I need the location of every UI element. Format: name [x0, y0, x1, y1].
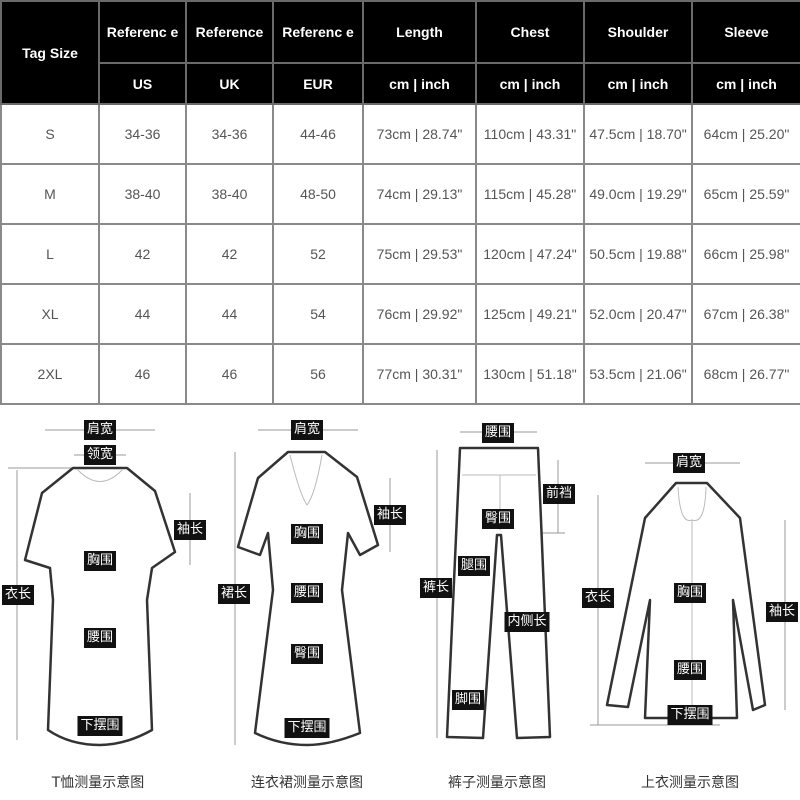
- label-tshirt-neck: 领宽: [83, 445, 117, 465]
- label-dress-shoulder: 肩宽: [290, 420, 324, 440]
- label-tshirt-sleeve: 袖长: [173, 520, 207, 540]
- caption-pants: 裤子测量示意图: [448, 775, 546, 791]
- cell-uk: 44: [185, 283, 274, 345]
- cell-shoulder: 53.5cm | 21.06": [583, 343, 693, 405]
- label-shirt-hem: 下摆围: [667, 705, 713, 725]
- table-row: XL 44 44 54 76cm | 29.92" 125cm | 49.21" 52.0c…: [0, 283, 800, 345]
- label-dress-sleeve: 袖长: [373, 505, 407, 525]
- cell-uk: 46: [185, 343, 274, 405]
- cell-size: M: [0, 163, 100, 225]
- label-shirt-chest: 胸围: [673, 583, 707, 603]
- header-length: Length: [362, 0, 477, 64]
- pants-outline: [445, 446, 552, 740]
- caption-shirt: 上衣测量示意图: [641, 775, 739, 791]
- label-shirt-waist: 腰围: [673, 660, 707, 680]
- cell-eur: 56: [272, 343, 364, 405]
- cell-uk: 38-40: [185, 163, 274, 225]
- header-reference-us: Referenc e: [98, 0, 187, 64]
- label-shirt-shoulder: 肩宽: [672, 453, 706, 473]
- header-reference-eur: Referenc e: [272, 0, 364, 64]
- cell-us: 38-40: [98, 163, 187, 225]
- label-pants-thigh: 腿围: [457, 556, 491, 576]
- cell-shoulder: 50.5cm | 19.88": [583, 223, 693, 285]
- label-dress-chest: 胸围: [290, 524, 324, 544]
- cell-sleeve: 67cm | 26.38": [691, 283, 800, 345]
- cell-size: L: [0, 223, 100, 285]
- unit-eur: EUR: [272, 62, 364, 105]
- measurement-diagrams: 肩宽 领宽 袖长 胸围 衣长 腰围 下摆围 T恤测量示意图 肩宽 袖长 胸围 裙…: [0, 415, 800, 800]
- unit-uk: UK: [185, 62, 274, 105]
- table-row: M 38-40 38-40 48-50 74cm | 29.13" 115cm | 45.…: [0, 163, 800, 225]
- label-pants-leg-opening: 脚围: [451, 690, 485, 710]
- unit-shoulder: cm | inch: [583, 62, 693, 105]
- cell-us: 46: [98, 343, 187, 405]
- cell-eur: 44-46: [272, 103, 364, 165]
- header-units-row: US UK EUR cm | inch cm | inch cm | inch …: [1, 62, 800, 105]
- cell-chest: 130cm | 51.18": [475, 343, 585, 405]
- label-pants-hip: 臀围: [481, 509, 515, 529]
- label-tshirt-length: 衣长: [1, 585, 35, 605]
- cell-size: 2XL: [0, 343, 100, 405]
- caption-dress: 连衣裙测量示意图: [251, 775, 363, 791]
- label-pants-length: 裤长: [419, 578, 453, 598]
- cell-eur: 54: [272, 283, 364, 345]
- cell-shoulder: 47.5cm | 18.70": [583, 103, 693, 165]
- cell-length: 75cm | 29.53": [362, 223, 477, 285]
- cell-us: 42: [98, 223, 187, 285]
- label-shirt-length: 衣长: [581, 588, 615, 608]
- cell-eur: 52: [272, 223, 364, 285]
- header-reference-uk: Reference: [185, 0, 274, 64]
- label-tshirt-shoulder: 肩宽: [83, 420, 117, 440]
- cell-chest: 110cm | 43.31": [475, 103, 585, 165]
- cell-uk: 42: [185, 223, 274, 285]
- unit-length: cm | inch: [362, 62, 477, 105]
- cell-chest: 115cm | 45.28": [475, 163, 585, 225]
- label-shirt-sleeve: 袖长: [765, 602, 799, 622]
- cell-chest: 125cm | 49.21": [475, 283, 585, 345]
- header-shoulder: Shoulder: [583, 0, 693, 64]
- header-tag-size: Tag Size: [0, 0, 100, 105]
- label-tshirt-hem: 下摆围: [77, 716, 123, 736]
- tshirt-outline: [23, 466, 177, 747]
- table-row: L 42 42 52 75cm | 29.53" 120cm | 47.24" 50.5cm…: [0, 223, 800, 285]
- cell-length: 77cm | 30.31": [362, 343, 477, 405]
- header-sleeve: Sleeve: [691, 0, 800, 64]
- cell-length: 74cm | 29.13": [362, 163, 477, 225]
- cell-uk: 34-36: [185, 103, 274, 165]
- cell-shoulder: 49.0cm | 19.29": [583, 163, 693, 225]
- label-dress-waist: 腰围: [290, 583, 324, 603]
- header-chest: Chest: [475, 0, 585, 64]
- cell-eur: 48-50: [272, 163, 364, 225]
- cell-sleeve: 68cm | 26.77": [691, 343, 800, 405]
- label-dress-hem: 下摆围: [284, 718, 330, 738]
- caption-tshirt: T恤测量示意图: [51, 775, 145, 791]
- cell-us: 34-36: [98, 103, 187, 165]
- cell-length: 76cm | 29.92": [362, 283, 477, 345]
- cell-sleeve: 66cm | 25.98": [691, 223, 800, 285]
- cell-shoulder: 52.0cm | 20.47": [583, 283, 693, 345]
- cell-size: S: [0, 103, 100, 165]
- label-pants-rise: 前裆: [542, 484, 576, 504]
- unit-sleeve: cm | inch: [691, 62, 800, 105]
- cell-sleeve: 65cm | 25.59": [691, 163, 800, 225]
- table-row: 2XL 46 46 56 77cm | 30.31" 130cm | 51.18" 53.5…: [0, 343, 800, 405]
- label-dress-hip: 臀围: [290, 644, 324, 664]
- table-row: S 34-36 34-36 44-46 73cm | 28.74" 110cm | 43.…: [0, 103, 800, 165]
- label-tshirt-waist: 腰围: [83, 628, 117, 648]
- label-tshirt-chest: 胸围: [83, 551, 117, 571]
- cell-size: XL: [0, 283, 100, 345]
- cell-chest: 120cm | 47.24": [475, 223, 585, 285]
- size-table: Tag Size Referenc e Reference Referenc e…: [0, 0, 800, 405]
- label-pants-waist: 腰围: [481, 423, 515, 443]
- label-pants-inseam: 内侧长: [504, 612, 550, 632]
- label-dress-length: 裙长: [217, 584, 251, 604]
- header-row: Tag Size Referenc e Reference Referenc e…: [0, 0, 800, 105]
- unit-chest: cm | inch: [475, 62, 585, 105]
- cell-us: 44: [98, 283, 187, 345]
- cell-sleeve: 64cm | 25.20": [691, 103, 800, 165]
- cell-length: 73cm | 28.74": [362, 103, 477, 165]
- unit-us: US: [98, 62, 187, 105]
